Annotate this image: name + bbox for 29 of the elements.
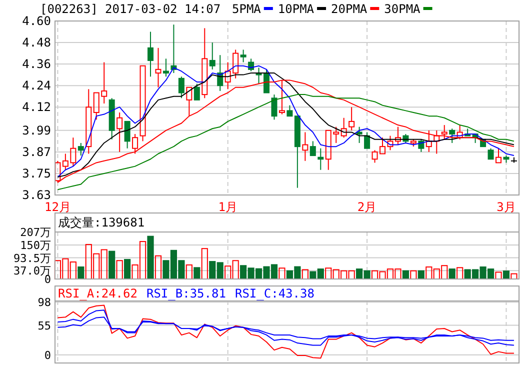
y-tick-label: 3.75	[22, 166, 51, 180]
series-label: RSI_A:24.62	[58, 286, 138, 300]
x-tick-label: 2月	[357, 200, 377, 214]
legend-label: 30PMA	[384, 2, 422, 16]
y-tick-label: 93.5万	[14, 252, 51, 265]
x-tick-label: 1月	[218, 200, 238, 214]
legend-label: 10PMA	[278, 2, 315, 16]
y-tick-label: 0	[44, 348, 51, 362]
y-tick-label: 4.60	[22, 14, 51, 28]
legend-label: 20PMA	[331, 2, 368, 16]
y-tick-label: 55	[38, 319, 51, 332]
y-tick-label: 207万	[20, 226, 51, 239]
y-tick-label: 98	[38, 296, 51, 310]
y-tick-label: 3.87	[22, 144, 51, 159]
series-label: RSI_B:35.81	[146, 286, 226, 300]
y-tick-label: 4.36	[22, 57, 51, 72]
y-tick-label: 3.63	[22, 188, 51, 202]
y-tick-label: 4.48	[22, 36, 51, 50]
x-tick-label: 12月	[44, 200, 71, 214]
x-tick-label: 3月	[496, 200, 516, 214]
chart-title: 成交量:139681	[58, 216, 145, 230]
y-tick-label: 4.12	[22, 100, 51, 114]
y-tick-label: 3.99	[22, 123, 51, 138]
legend-label: 5PMA	[232, 2, 262, 16]
text: RSI_C:43.38	[234, 286, 314, 300]
chart-title: [002263] 2017-03-02 14:07	[40, 2, 221, 16]
y-tick-label: 4.24	[22, 78, 51, 93]
y-tick-label: 150万	[20, 238, 51, 252]
y-tick-label: 0	[44, 273, 51, 286]
